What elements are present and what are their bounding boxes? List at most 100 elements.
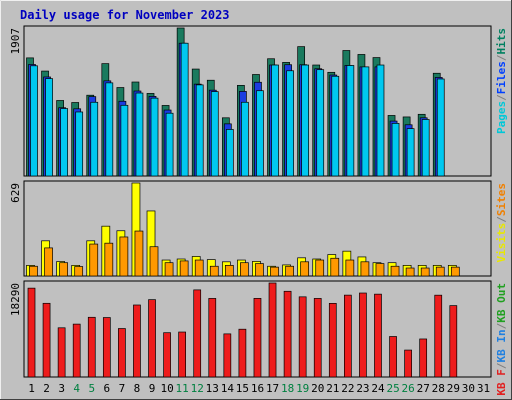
bar-pages-day-23	[361, 66, 370, 177]
x-tick-label-8: 8	[134, 382, 141, 395]
bar-pages-day-9	[150, 97, 159, 177]
x-tick-label-27: 27	[417, 382, 430, 395]
bar-pages-day-17	[271, 64, 279, 177]
bar-sites-day-14	[224, 265, 234, 277]
x-tick-label-3: 3	[58, 382, 65, 395]
legend-entry-2: KB In	[495, 329, 508, 362]
bar-pages-day-1	[30, 65, 38, 177]
bar-sites-day-9	[149, 246, 159, 277]
bar-kb-f-day-17	[268, 282, 277, 378]
legend-entry-1: /	[495, 362, 508, 369]
x-tick-label-24: 24	[371, 382, 385, 395]
bar-sites-day-6	[104, 242, 114, 277]
chart-title: Daily usage for November 2023	[20, 8, 230, 22]
legend: Pages/Files/Hits	[495, 28, 508, 134]
bar-pages-day-10	[165, 112, 174, 177]
bar-kb-f-day-8	[133, 304, 141, 378]
x-tick-label-13: 13	[206, 382, 219, 395]
x-tick-label-2: 2	[43, 382, 50, 395]
x-tick-label-5: 5	[88, 382, 95, 395]
bar-pages-day-20	[316, 69, 325, 177]
bar-kb-f-day-19	[298, 296, 307, 378]
bar-kb-f-day-2	[42, 302, 51, 378]
x-tick-label-21: 21	[326, 382, 339, 395]
legend-entry-3: /	[495, 54, 508, 61]
bar-kb-f-day-4	[72, 323, 81, 378]
bar-kb-f-day-3	[57, 327, 66, 378]
legend-entry-0: KB F	[495, 369, 508, 396]
bar-sites-day-27	[420, 267, 430, 277]
x-tick-label-25: 25	[386, 382, 399, 395]
bar-pages-day-25	[391, 123, 400, 177]
bar-kb-f-day-11	[178, 331, 186, 378]
x-tick-label-28: 28	[432, 382, 445, 395]
bar-sites-day-4	[74, 266, 84, 277]
bar-pages-day-19	[301, 64, 310, 177]
bar-kb-f-day-20	[313, 298, 322, 378]
bar-sites-day-21	[330, 257, 340, 277]
bar-kb-f-day-23	[359, 292, 367, 378]
bar-pages-day-28	[436, 78, 445, 177]
bar-pages-day-16	[256, 90, 264, 177]
x-tick-label-9: 9	[149, 382, 156, 395]
x-tick-label-4: 4	[73, 382, 80, 395]
bar-sites-day-3	[59, 262, 68, 277]
bar-sites-day-19	[300, 261, 310, 277]
legend-entry-2: Files	[495, 61, 508, 94]
bar-kb-f-day-7	[118, 328, 126, 378]
legend: KB F/KB In/KB Out	[495, 283, 508, 396]
bar-pages-day-12	[195, 84, 204, 177]
bar-sites-day-10	[164, 262, 174, 277]
bar-kb-f-day-6	[102, 317, 111, 378]
bar-sites-day-24	[375, 263, 385, 277]
bar-sites-day-16	[255, 263, 264, 277]
y-tick-label: 18290	[9, 283, 22, 316]
bar-sites-day-11	[179, 260, 189, 277]
bar-sites-day-22	[345, 259, 355, 277]
y-tick-label: 1907	[9, 28, 22, 55]
x-tick-label-29: 29	[447, 382, 460, 395]
bar-sites-day-17	[270, 266, 279, 277]
bar-pages-day-14	[225, 129, 234, 177]
x-tick-label-7: 7	[119, 382, 126, 395]
bar-pages-day-24	[376, 64, 385, 177]
bar-pages-day-22	[346, 65, 355, 177]
legend-entry-4: Hits	[495, 28, 508, 55]
x-tick-label-14: 14	[221, 382, 235, 395]
bar-sites-day-8	[134, 230, 144, 277]
x-tick-label-12: 12	[191, 382, 204, 395]
bar-kb-f-day-18	[283, 290, 292, 378]
x-tick-label-22: 22	[341, 382, 354, 395]
y-tick-label: 629	[9, 183, 22, 203]
bar-pages-day-8	[135, 92, 144, 177]
bar-pages-day-4	[75, 111, 84, 177]
bar-pages-day-5	[90, 101, 99, 177]
x-tick-label-18: 18	[281, 382, 294, 395]
bar-sites-day-18	[285, 265, 294, 277]
bar-sites-day-28	[435, 266, 445, 277]
bar-pages-day-27	[421, 119, 430, 177]
bar-sites-day-2	[44, 247, 53, 277]
legend-entry-4: KB Out	[495, 283, 508, 323]
x-tick-label-1: 1	[28, 382, 35, 395]
bar-sites-day-23	[360, 261, 370, 277]
x-tick-label-15: 15	[236, 382, 249, 395]
x-tick-label-31: 31	[477, 382, 490, 395]
legend-entry-3: /	[495, 322, 508, 329]
legend-entry-1: /	[495, 216, 508, 223]
bar-pages-day-11	[180, 42, 189, 177]
bar-sites-day-20	[315, 259, 325, 277]
bar-kb-f-day-21	[328, 303, 337, 378]
x-tick-label-20: 20	[311, 382, 324, 395]
legend-entry-0: Pages	[495, 101, 508, 134]
bar-sites-day-26	[405, 267, 415, 277]
bar-kb-f-day-22	[344, 294, 352, 378]
bar-kb-f-day-5	[87, 316, 96, 378]
bar-kb-f-day-13	[208, 298, 217, 378]
x-tick-label-11: 11	[176, 382, 189, 395]
bar-sites-day-29	[450, 266, 460, 277]
bar-kb-f-day-24	[374, 293, 382, 378]
x-tick-label-17: 17	[266, 382, 279, 395]
